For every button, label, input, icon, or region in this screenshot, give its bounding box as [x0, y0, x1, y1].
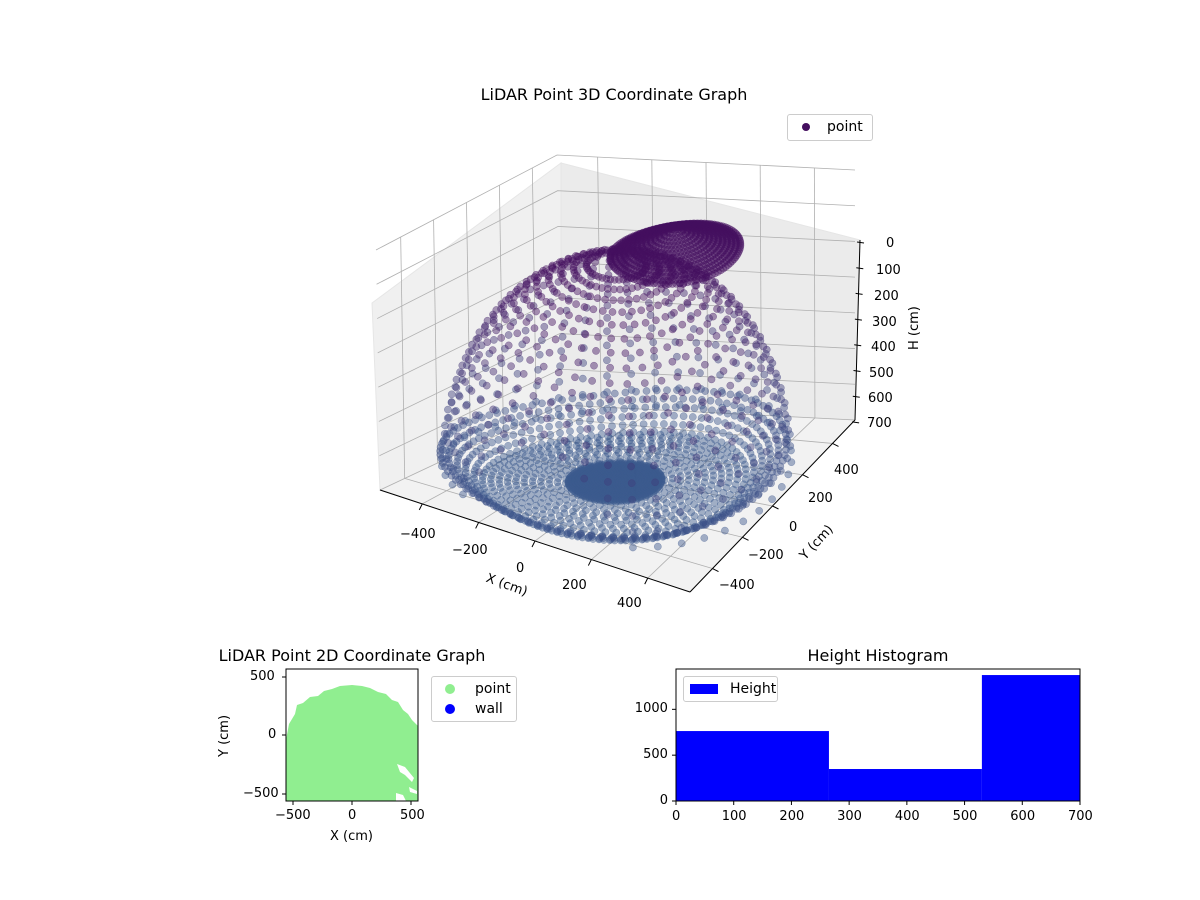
z-tick-label: 500	[869, 366, 894, 381]
y-tick-label-histogram: 500	[643, 747, 668, 763]
x-tick-label: 0	[516, 561, 525, 576]
y-tick-label-histogram: 1000	[634, 701, 668, 717]
y-tick-label-2d: 500	[250, 669, 275, 684]
x-tick-label: −400	[400, 527, 436, 542]
x-tick-label-2d: 0	[348, 808, 357, 823]
x-tick-label-2d: −500	[275, 808, 311, 823]
z-tick-label: 200	[874, 289, 899, 304]
x-tick-label-histogram: 600	[1010, 809, 1036, 824]
x-axis-label-2d: X (cm)	[330, 829, 373, 844]
point-cloud	[436, 219, 796, 552]
legend-label-point: point	[827, 119, 863, 135]
legend-label-point: point	[475, 681, 511, 697]
z-tick-label: 100	[876, 263, 901, 278]
y-tick-label: 400	[834, 463, 859, 478]
x-tick-label-histogram: 200	[779, 809, 805, 824]
legend-marker-point	[802, 123, 810, 131]
x-tick-label-histogram: 0	[672, 809, 681, 824]
x-tick-label-histogram: 400	[894, 809, 920, 824]
z-tick-label: 700	[867, 416, 892, 431]
x-tick-label-histogram: 500	[952, 809, 978, 824]
title-3d: LiDAR Point 3D Coordinate Graph	[480, 85, 748, 104]
legend-histogram: Height	[683, 676, 778, 702]
z-tick-label: 600	[868, 391, 893, 406]
y-axis-label-2d: Y (cm)	[217, 714, 232, 757]
legend-label-wall: wall	[475, 701, 503, 717]
legend-2d: point wall	[431, 676, 517, 722]
legend-label-height: Height	[730, 681, 777, 697]
z-axis-label: H (cm)	[907, 306, 922, 350]
y-tick-label: −400	[719, 578, 755, 593]
x-tick-label-2d: 500	[400, 808, 425, 823]
legend-marker-height	[690, 684, 718, 694]
legend-marker-point	[445, 684, 455, 694]
y-tick-label: 200	[808, 491, 833, 506]
x-tick-label-histogram: 100	[721, 809, 747, 824]
y-tick-label: −200	[748, 548, 784, 563]
x-tick-label: −200	[452, 543, 488, 558]
x-tick-label-histogram: 300	[837, 809, 862, 824]
x-tick-label: 200	[562, 578, 587, 593]
title-histogram: Height Histogram	[807, 646, 949, 665]
z-tick-label: 400	[871, 340, 896, 355]
y-tick-label-2d: −500	[243, 786, 279, 801]
z-axis-line	[854, 239, 861, 421]
z-tick-label: 0	[886, 236, 895, 251]
y-tick-label: 0	[789, 520, 798, 535]
title-2d: LiDAR Point 2D Coordinate Graph	[218, 646, 486, 665]
y-tick-label-2d: 0	[268, 727, 277, 742]
x-tick-label: 400	[617, 596, 642, 611]
legend-3d: point	[787, 114, 873, 141]
y-tick-label-histogram: 0	[659, 793, 668, 808]
axis-ticks	[418, 241, 865, 585]
legend-marker-wall	[445, 704, 455, 714]
x-tick-label-histogram: 700	[1068, 809, 1093, 824]
z-tick-label: 300	[872, 315, 897, 330]
